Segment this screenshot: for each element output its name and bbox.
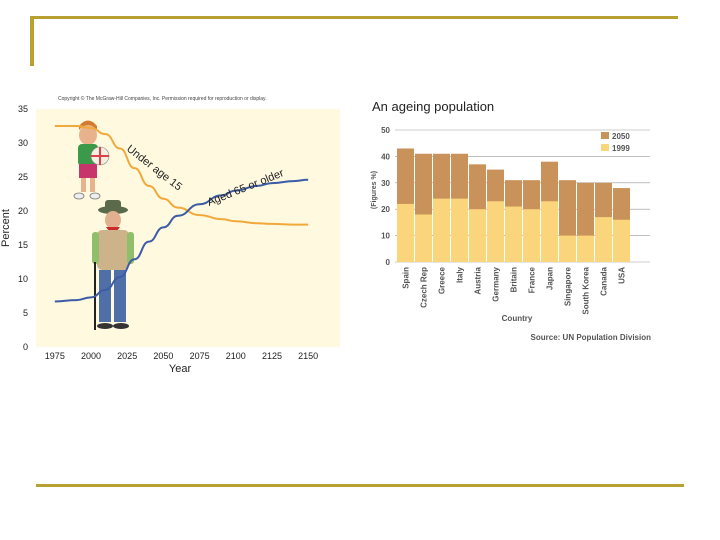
series-lines (54, 125, 309, 303)
age-share-chart: Copyright © The McGraw-Hill Companies, I… (0, 95, 340, 375)
bar-1999 (559, 235, 576, 262)
x-axis-label: Country (502, 314, 533, 323)
bar-1999 (541, 201, 558, 262)
elder-leg-left (99, 270, 111, 322)
under-15-line (54, 125, 309, 226)
y-tick-labels: 0 10 20 30 40 50 (381, 126, 390, 267)
bar-1999 (577, 235, 594, 262)
x-tick-label: 2150 (298, 351, 318, 361)
y-tick-label: 20 (18, 206, 28, 216)
category-label: Britain (510, 267, 519, 292)
y-tick-label: 35 (18, 104, 28, 114)
y-tick-label: 0 (23, 342, 28, 352)
y-tick-label: 0 (386, 258, 391, 267)
y-tick-label: 15 (18, 240, 28, 250)
y-tick-label: 30 (18, 138, 28, 148)
legend-label-2050: 2050 (612, 132, 630, 141)
category-label: Czech Rep (420, 267, 429, 308)
bar-1999 (433, 198, 450, 262)
y-axis-label: Percent (0, 209, 12, 247)
x-tick-label: 1975 (45, 351, 65, 361)
bar-1999 (469, 209, 486, 262)
child-illustration (73, 120, 110, 200)
category-label: Greece (438, 266, 447, 294)
aged-65-line (54, 178, 309, 303)
bottom-decorative-rule (36, 484, 684, 487)
elder-shoe-right (113, 323, 129, 329)
category-label: USA (618, 267, 627, 284)
bar-1999 (451, 198, 468, 262)
category-label: Canada (600, 266, 609, 295)
bar-1999 (613, 219, 630, 262)
y-axis-label: (Figures %) (371, 171, 378, 209)
y-tick-label: 50 (381, 126, 390, 135)
category-label: Austria (474, 266, 483, 294)
category-labels: Spain Czech Rep Greece Italy Austria Germany B… (402, 266, 627, 314)
copyright-note: Copyright © The McGraw-Hill Companies, I… (58, 95, 267, 102)
bars (397, 148, 630, 262)
y-tick-label: 5 (23, 308, 28, 318)
y-tick-label: 10 (381, 232, 390, 241)
left-decorative-rule (30, 16, 34, 66)
legend: 2050 1999 (601, 132, 630, 153)
bar-1999 (505, 206, 522, 262)
category-label: Italy (456, 266, 465, 283)
category-label: Spain (402, 267, 411, 289)
elder-vest (97, 230, 129, 270)
elder-arm-left (92, 232, 99, 264)
elder-head (105, 211, 121, 229)
chart-title: An ageing population (372, 99, 494, 114)
category-label: France (528, 266, 537, 293)
hat-crown (105, 200, 121, 210)
x-tick-label: 2050 (153, 351, 173, 361)
legend-label-1999: 1999 (612, 144, 630, 153)
y-tick-labels: 0 5 10 15 20 25 30 35 (18, 104, 28, 352)
bar-1999 (595, 217, 612, 262)
bar-1999 (523, 209, 540, 262)
child-leg-left (81, 178, 86, 192)
category-label: Germany (492, 266, 501, 301)
elder-arm-right (127, 232, 134, 264)
top-decorative-rule (30, 16, 678, 19)
y-tick-label: 30 (381, 179, 390, 188)
elder-leg-right (114, 270, 126, 322)
beach-ball-stripes (91, 147, 109, 165)
child-shoe-right (89, 192, 101, 200)
category-label: South Korea (582, 266, 591, 314)
child-shoe-left (73, 192, 85, 200)
x-tick-label: 2100 (226, 351, 246, 361)
x-axis-label: Year (169, 363, 192, 375)
y-tick-label: 40 (381, 152, 390, 161)
bar-1999 (397, 203, 414, 262)
elderly-illustration (92, 200, 134, 330)
legend-swatch-2050 (601, 132, 609, 139)
x-tick-labels: 1975 2000 2025 2050 2075 2100 2125 2150 (45, 351, 318, 361)
y-tick-label: 20 (381, 205, 390, 214)
x-tick-label: 2125 (262, 351, 282, 361)
legend-swatch-1999 (601, 144, 609, 151)
x-tick-label: 2000 (81, 351, 101, 361)
child-head (79, 125, 97, 145)
y-tick-label: 25 (18, 172, 28, 182)
child-shorts (79, 164, 97, 178)
elder-shoe-left (97, 323, 113, 329)
bar-1999 (415, 214, 432, 262)
ageing-population-chart: An ageing population (Figures %) 0 10 20 30… (371, 99, 651, 342)
category-label: Singapore (564, 266, 573, 306)
child-hair (79, 120, 97, 130)
bar-1999 (487, 201, 504, 262)
source-note: Source: UN Population Division (531, 333, 652, 342)
child-leg-right (90, 178, 95, 192)
x-tick-label: 2075 (190, 351, 210, 361)
x-tick-label: 2025 (117, 351, 137, 361)
y-tick-label: 10 (18, 274, 28, 284)
category-label: Japan (546, 267, 555, 290)
